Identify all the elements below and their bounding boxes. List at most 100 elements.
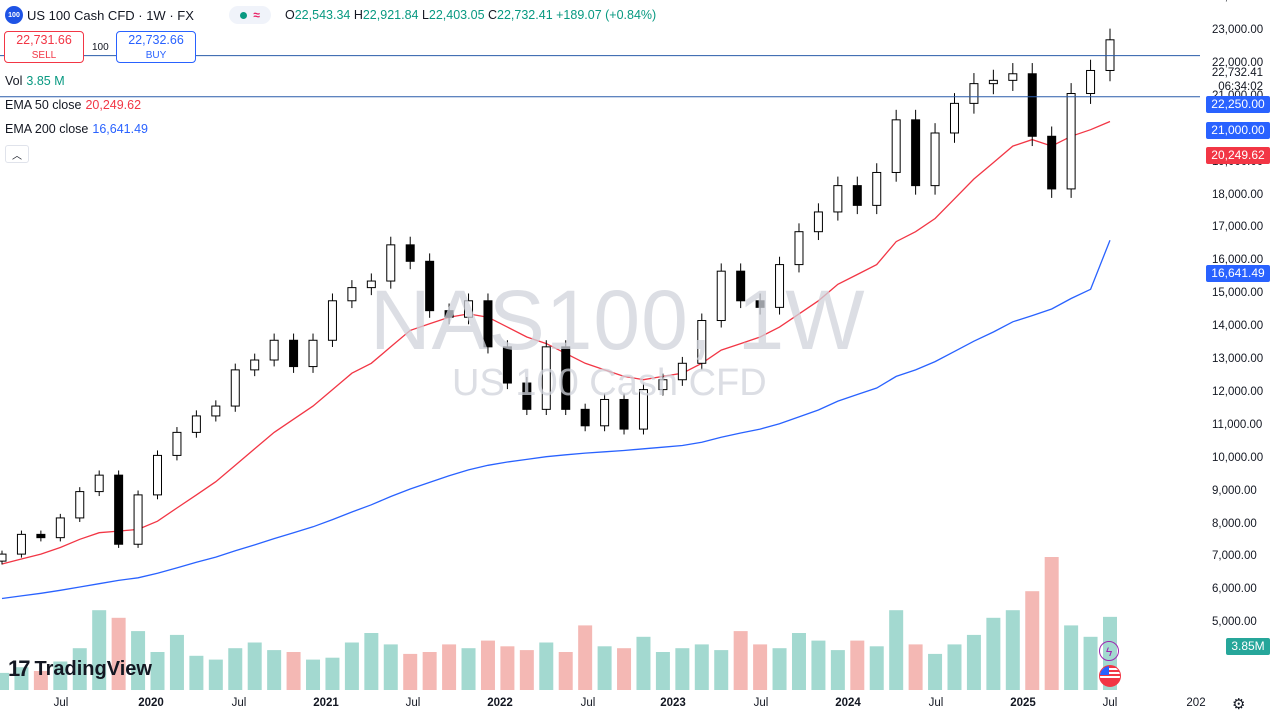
volume-bar [617, 648, 632, 690]
sell-label: SELL [31, 50, 57, 61]
candle-body [191, 415, 201, 433]
candle-body [872, 171, 882, 206]
sell-button[interactable]: 22,731.66 SELL [4, 31, 84, 63]
time-tick-label: 202 [1186, 697, 1206, 709]
candle-body [444, 310, 454, 318]
volume-bar [597, 646, 612, 690]
volume-bar [889, 610, 904, 690]
volume-bar [772, 648, 787, 690]
volume-legend[interactable]: Vol 3.85 M [5, 74, 65, 88]
price-tick-label: 24,000.00 [1212, 0, 1263, 3]
time-tick-label: 2025 [1010, 697, 1036, 709]
candle-body [405, 244, 415, 262]
volume-bar [1025, 591, 1040, 690]
volume-bar [733, 631, 748, 690]
gear-icon[interactable]: ⚙ [1232, 696, 1246, 713]
volume-bar [500, 646, 515, 690]
ema200-path [1, 239, 1111, 600]
candle-body [0, 553, 7, 562]
ema200-legend[interactable]: EMA 200 close 16,641.49 [5, 122, 148, 136]
candle-body [522, 382, 532, 410]
price-tick-label: 10,000.00 [1212, 451, 1264, 464]
volume-bar [1064, 625, 1079, 690]
time-tick-label: Jul [231, 697, 247, 709]
spread-value: 100 [92, 42, 109, 53]
candle-body [561, 346, 571, 410]
candle-body [930, 132, 940, 187]
volume-bar [986, 617, 1001, 690]
tradingview-mark-icon: 17 [8, 656, 31, 681]
volume-bar [694, 644, 709, 690]
candle-body [172, 431, 182, 456]
candle-body [483, 300, 493, 348]
volume-bar [208, 659, 223, 690]
volume-bar [403, 653, 418, 690]
buy-price: 22,732.66 [128, 33, 184, 47]
price-tick-label: 17,000.00 [1212, 221, 1264, 234]
candle-body [94, 474, 104, 493]
symbol-watermark: NAS100, 1W [370, 273, 866, 367]
us-flag-icon[interactable] [1099, 665, 1121, 687]
volume-bar [344, 642, 359, 690]
candle-body [386, 244, 396, 282]
candle-body [794, 231, 804, 266]
approx-wave-icon: ≈ [253, 8, 260, 22]
candle-body [502, 346, 512, 384]
candle-body [833, 185, 843, 213]
volume-bars [0, 557, 1117, 690]
price-tick-label: 6,000.00 [1212, 583, 1257, 596]
volume-bar [791, 633, 806, 690]
tradingview-logo[interactable]: 17 TradingView [8, 656, 152, 681]
candle-body [1027, 73, 1037, 137]
volume-bar [267, 650, 282, 690]
price-tick-label: 7,000.00 [1212, 550, 1257, 563]
candle-body [813, 211, 823, 233]
horizontal-lines[interactable] [0, 55, 1200, 98]
ema200-price-tag: 16,641.49 [1206, 265, 1270, 282]
candle-body [1086, 69, 1096, 95]
time-tick-label: Jul [753, 697, 769, 709]
ema200-line [1, 239, 1111, 600]
candle-body [1105, 39, 1115, 71]
time-tick-label: Jul [928, 697, 944, 709]
volume-bar [53, 661, 68, 690]
hline-upper-tag[interactable]: 22,250.00 [1206, 96, 1270, 113]
volume-bar [72, 648, 87, 690]
volume-bar [675, 648, 690, 690]
candle-body [289, 339, 299, 368]
candle-body [211, 405, 221, 417]
ema50-legend[interactable]: EMA 50 close 20,249.62 [5, 98, 142, 112]
volume-bar [247, 642, 262, 690]
buy-button[interactable]: 22,732.66 BUY [116, 31, 196, 63]
volume-bar [519, 650, 534, 690]
hline-lower-tag[interactable]: 21,000.00 [1206, 122, 1270, 139]
lightning-icon[interactable]: ϟ [1099, 641, 1119, 661]
price-change: +189.07 (+0.84%) [556, 8, 657, 22]
candle-body [755, 300, 765, 308]
time-tick-label: Jul [580, 697, 596, 709]
symbol-logo-icon[interactable]: 100 [5, 6, 23, 24]
price-tick-label: 23,000.00 [1212, 24, 1264, 36]
volume-bar [480, 640, 495, 690]
volume-bar [33, 671, 48, 690]
candle-body [677, 362, 687, 381]
volume-bar [306, 659, 321, 690]
collapse-legend-button[interactable]: ︿ [5, 145, 29, 163]
volume-bar [111, 617, 126, 690]
price-tick-label: 15,000.00 [1212, 287, 1264, 300]
candle-body [736, 270, 746, 302]
volume-bar [14, 667, 29, 690]
candle-body [250, 359, 260, 371]
volume-bar [364, 633, 379, 690]
market-status-pill[interactable]: ≈ [229, 6, 271, 24]
candle-body [16, 533, 26, 555]
symbol-title[interactable]: US 100 Cash CFD · 1W · FX [27, 8, 194, 23]
candle-body [891, 119, 901, 173]
volume-bar [150, 652, 165, 690]
candle-body [269, 339, 279, 361]
volume-price-tag: 3.85M [1226, 638, 1270, 655]
candle-body [327, 300, 337, 341]
volume-bar [228, 648, 243, 690]
volume-bar [636, 636, 651, 690]
